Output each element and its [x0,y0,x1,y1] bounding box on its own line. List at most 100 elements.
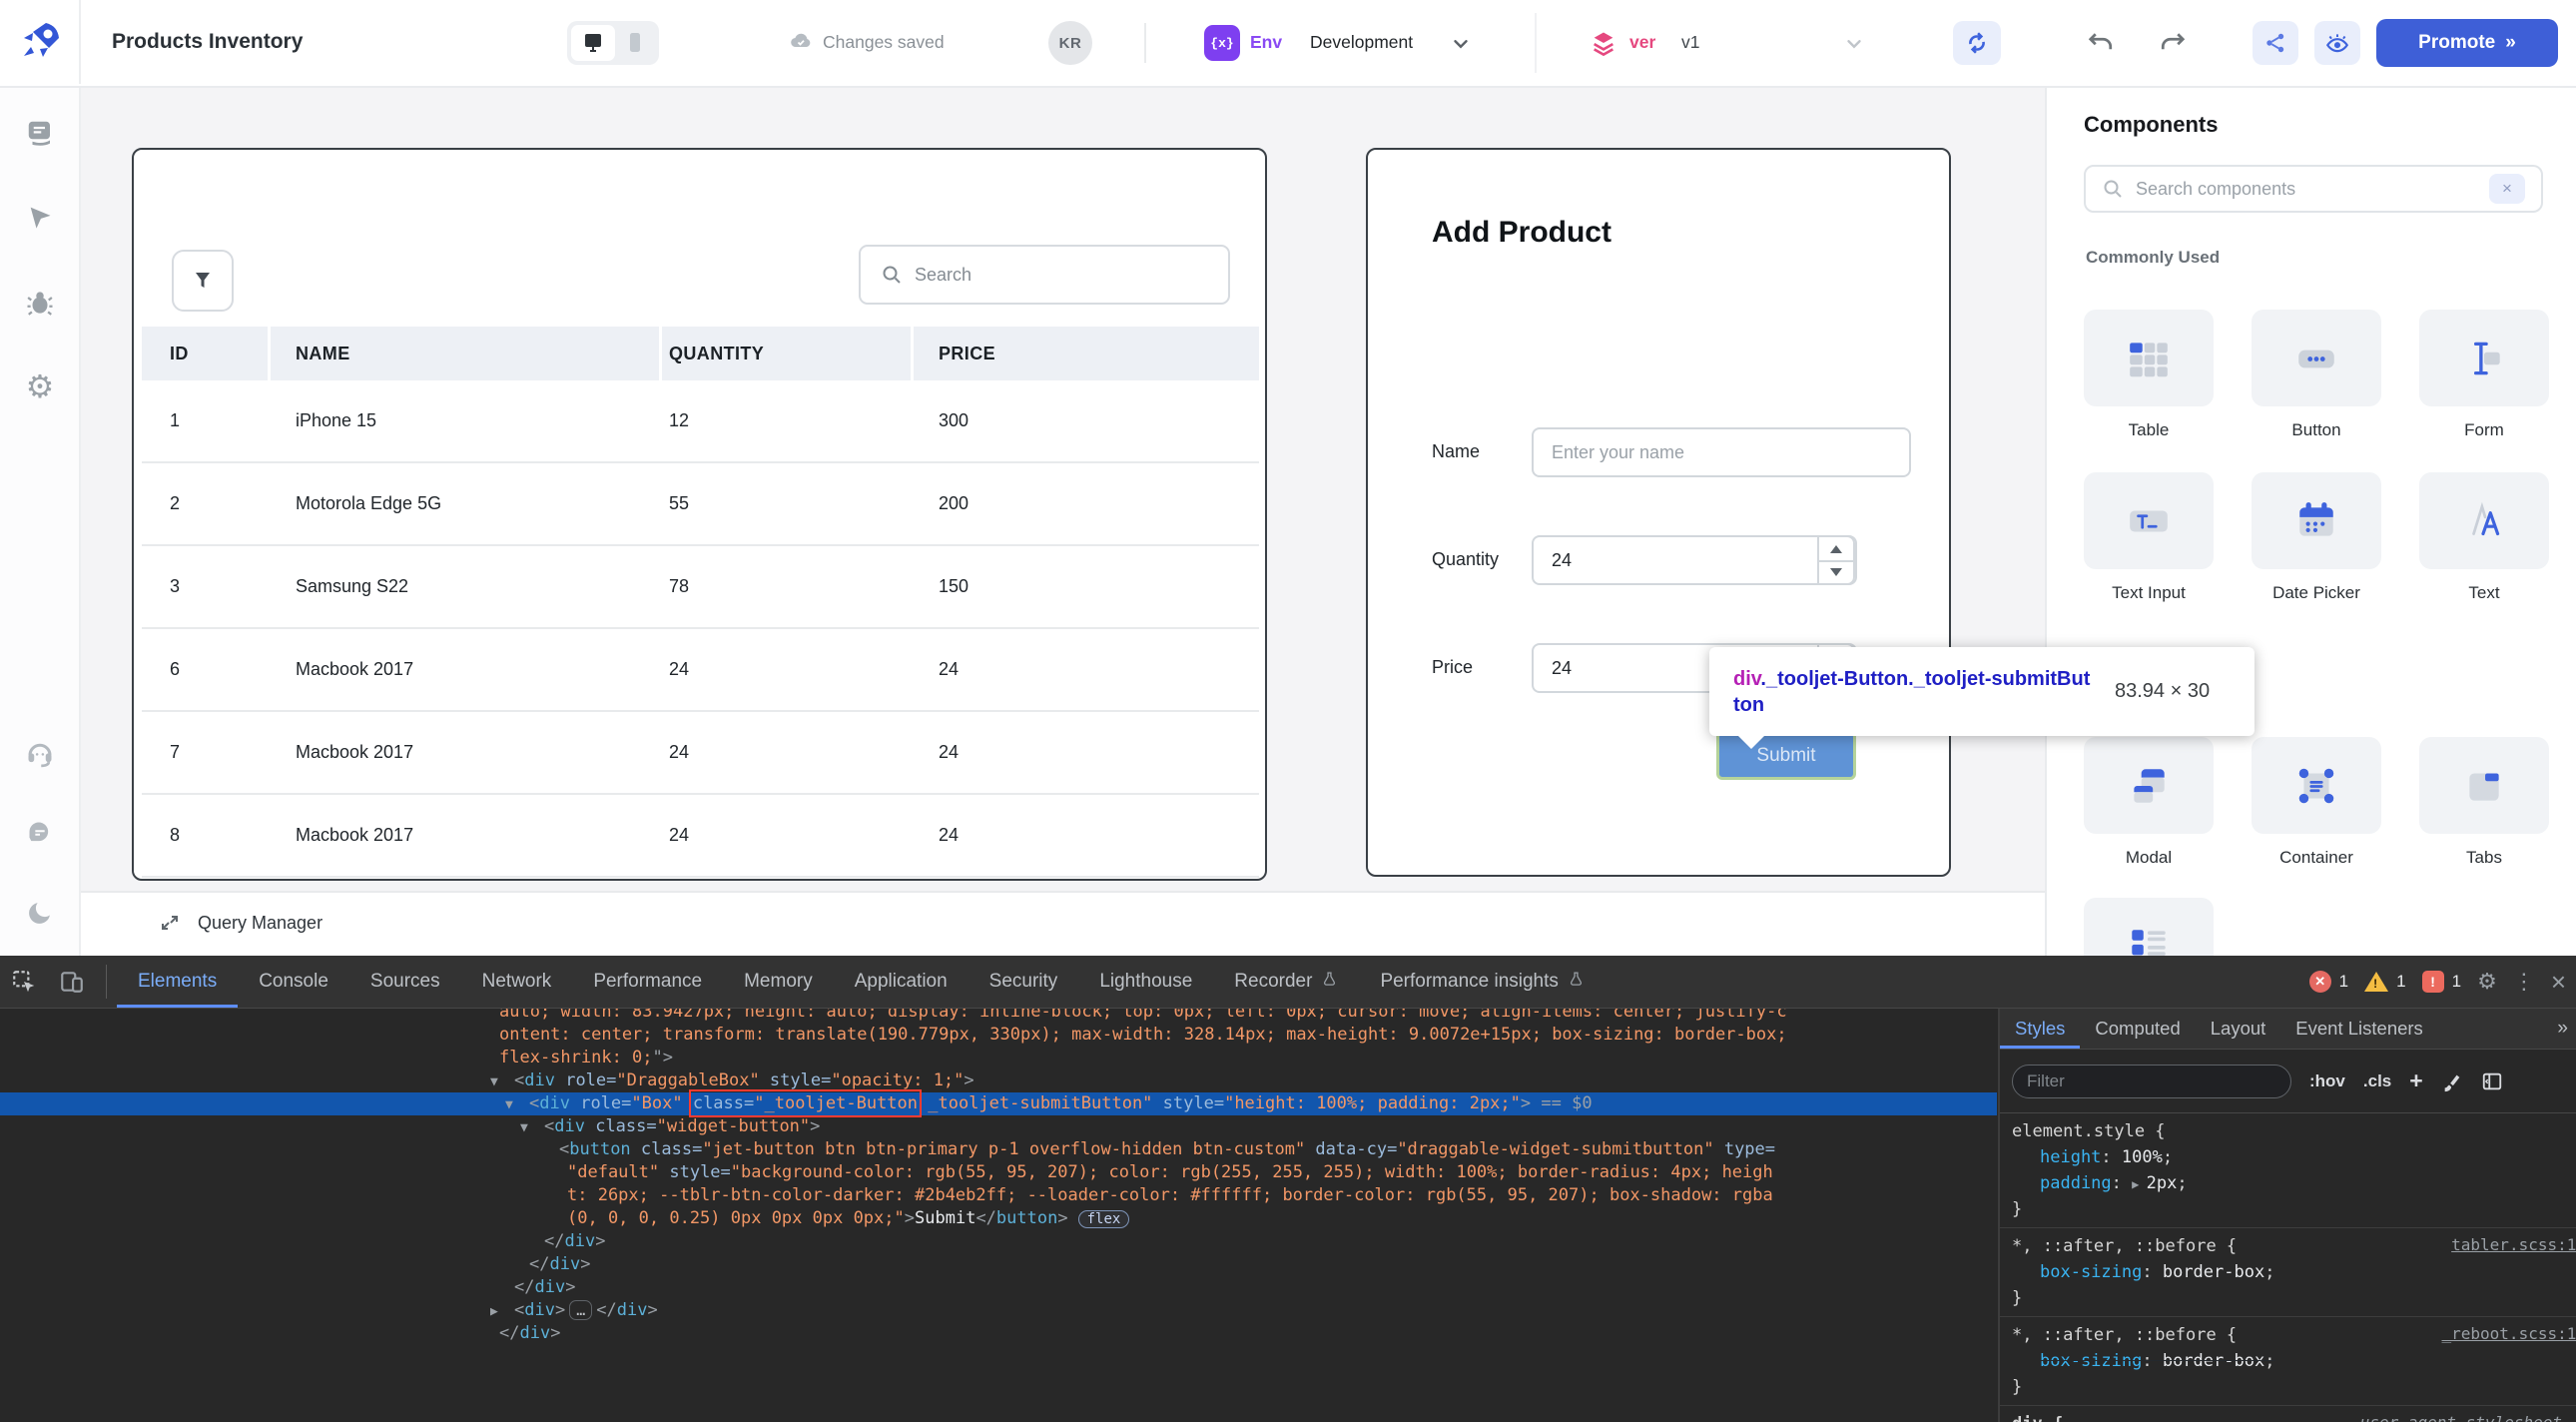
tooljet-logo[interactable] [0,0,81,84]
version-selector[interactable]: v1 [1681,31,1700,52]
devtools-tab-elements[interactable]: Elements [117,956,238,1008]
form-widget[interactable]: Add Product Name Enter your name Quantit… [1366,148,1951,877]
component-card-text[interactable]: Text [2419,472,2549,603]
style-property[interactable]: padding: ▶ 2px; [2040,1173,2188,1193]
redo-icon[interactable] [2157,30,2187,56]
devtools-tab-performance-insights[interactable]: Performance insights [1359,956,1605,1008]
style-rule[interactable]: *, ::after, ::before {tabler.scss:10 box-… [2000,1228,2576,1317]
table-column-header[interactable]: NAME [296,343,350,363]
styles-tab-styles[interactable]: Styles [2000,1009,2080,1049]
class-toggle-button[interactable]: .cls [2362,1070,2392,1090]
code-line[interactable]: flex-shrink: 0;"> [499,1048,674,1067]
more-tabs-icon[interactable]: » [2557,1018,2568,1039]
table-cell[interactable]: 8 [170,825,181,845]
comments-icon[interactable] [24,817,56,849]
component-card-date-picker[interactable]: Date Picker [2252,472,2381,603]
code-line[interactable]: ▶ <div>… </div> [490,1300,658,1320]
table-cell[interactable]: Samsung S22 [296,576,409,596]
code-line[interactable]: </div> [544,1231,606,1251]
app-canvas[interactable]: Search ID NAME QUANTITY PRICE 1 iPhone 15 12 3… [81,86,2045,958]
code-line[interactable]: t: 26px; --tblr-btn-color-darker: #2b4eb… [567,1185,1773,1205]
devtools-tab-recorder[interactable]: Recorder [1213,956,1359,1008]
app-diff-button[interactable] [1953,21,2001,65]
settings-icon[interactable]: ⚙ [25,367,55,405]
devtools-tab-application[interactable]: Application [854,971,948,992]
env-selector[interactable]: Development [1310,31,1414,52]
table-row[interactable]: 8 Macbook 2017 24 24 [142,795,1259,878]
component-card-modal[interactable]: Modal [2084,737,2214,868]
code-line[interactable]: ontent: center; transform: translate(190… [499,1025,1787,1045]
styles-tab-layout[interactable]: Layout [2210,1018,2266,1039]
code-line[interactable]: (0, 0, 0, 0.25) 0px 0px 0px 0px;">Submit… [0,1207,1997,1230]
component-card-table[interactable]: Table [2084,310,2214,440]
code-line[interactable]: </div> [514,1277,576,1297]
support-icon[interactable] [24,738,56,770]
table-cell[interactable]: Macbook 2017 [296,742,414,762]
query-manager-bar[interactable]: Query Manager [81,891,2045,958]
share-button[interactable] [2253,21,2298,65]
table-cell[interactable]: 24 [669,742,690,762]
component-card-button[interactable]: Button [2252,310,2381,440]
code-line[interactable]: <button class="jet-button btn btn-primar… [559,1139,1776,1159]
quantity-field[interactable]: 24 [1532,535,1857,585]
promote-button[interactable]: Promote » [2376,19,2558,67]
quantity-stepper[interactable] [1817,535,1855,585]
component-card-text-input[interactable]: Text Input [2084,472,2214,603]
table-cell[interactable]: Macbook 2017 [296,659,414,679]
panel-toggle-icon[interactable] [2481,1070,2503,1092]
table-cell[interactable]: 24 [939,825,960,845]
table-cell[interactable]: 24 [939,659,960,679]
component-card-tabs[interactable]: Tabs [2419,737,2549,868]
issues-badge[interactable]: ! [2421,971,2444,993]
style-property[interactable]: box-sizing: border-box; [2040,1262,2275,1282]
table-row[interactable]: 2 Motorola Edge 5G 55 200 [142,463,1259,546]
pages-icon[interactable] [24,117,56,149]
console-errors-badge[interactable]: ✕ [2308,971,2331,993]
desktop-view-button[interactable] [571,25,615,61]
code-line[interactable]: </div> [499,1323,561,1343]
code-line[interactable]: </div> [529,1254,591,1274]
color-format-icon[interactable] [2441,1070,2463,1092]
table-cell[interactable]: 3 [170,576,181,596]
preview-button[interactable] [2314,21,2360,65]
table-widget[interactable]: Search ID NAME QUANTITY PRICE 1 iPhone 15 12 3… [132,148,1267,881]
table-column-header[interactable]: PRICE [939,343,996,363]
style-rule[interactable]: element.style {height: 100%; padding: ▶ 2… [2000,1113,2576,1228]
devtools-tab-performance[interactable]: Performance [593,971,703,992]
table-filter-button[interactable] [172,250,234,312]
devtools-tab-lighthouse[interactable]: Lighthouse [1099,971,1193,992]
chevron-down-icon[interactable] [1843,33,1865,55]
code-line[interactable]: auto; width: 83.9427px; height: auto; di… [499,1009,1787,1022]
name-field[interactable]: Enter your name [1532,427,1911,477]
style-rule[interactable]: *, ::after, ::before {_reboot.scss:19 box… [2000,1317,2576,1406]
device-toggle[interactable] [567,21,659,65]
table-cell[interactable]: 24 [669,659,690,679]
table-row[interactable]: 1 iPhone 15 12 300 [142,380,1259,463]
style-property[interactable]: height: 100%; [2040,1147,2174,1167]
component-card-container[interactable]: Container [2252,737,2381,868]
table-cell[interactable]: 2 [170,493,181,513]
devtools-tab-sources[interactable]: Sources [369,971,440,992]
table-cell[interactable]: 55 [669,493,690,513]
step-up-icon[interactable] [1819,537,1853,562]
chevron-down-icon[interactable] [1450,33,1472,55]
new-style-rule-button[interactable]: + [2409,1067,2423,1093]
components-search-input[interactable]: Search components × [2084,165,2543,213]
table-cell[interactable]: 300 [939,410,969,430]
table-row[interactable]: 3 Samsung S22 78 150 [142,546,1259,629]
clear-search-button[interactable]: × [2489,174,2525,204]
table-cell[interactable]: 24 [939,742,960,762]
devtools-tab-memory[interactable]: Memory [744,971,813,992]
stylesheet-link[interactable]: tabler.scss:10 [2451,1235,2576,1254]
table-cell[interactable]: iPhone 15 [296,410,377,430]
styles-tab-event-listeners[interactable]: Event Listeners [2295,1018,2423,1039]
table-cell[interactable]: 150 [939,576,969,596]
stylesheet-link[interactable]: _reboot.scss:19 [2441,1324,2576,1343]
styles-tab-computed[interactable]: Computed [2095,1018,2181,1039]
devtools-tab-console[interactable]: Console [259,971,328,992]
expand-icon[interactable] [158,911,182,935]
debugger-icon[interactable] [24,287,56,319]
style-property[interactable]: box-sizing: border-box; [2040,1351,2275,1371]
table-column-header[interactable]: QUANTITY [669,343,765,363]
table-cell[interactable]: 1 [170,410,181,430]
